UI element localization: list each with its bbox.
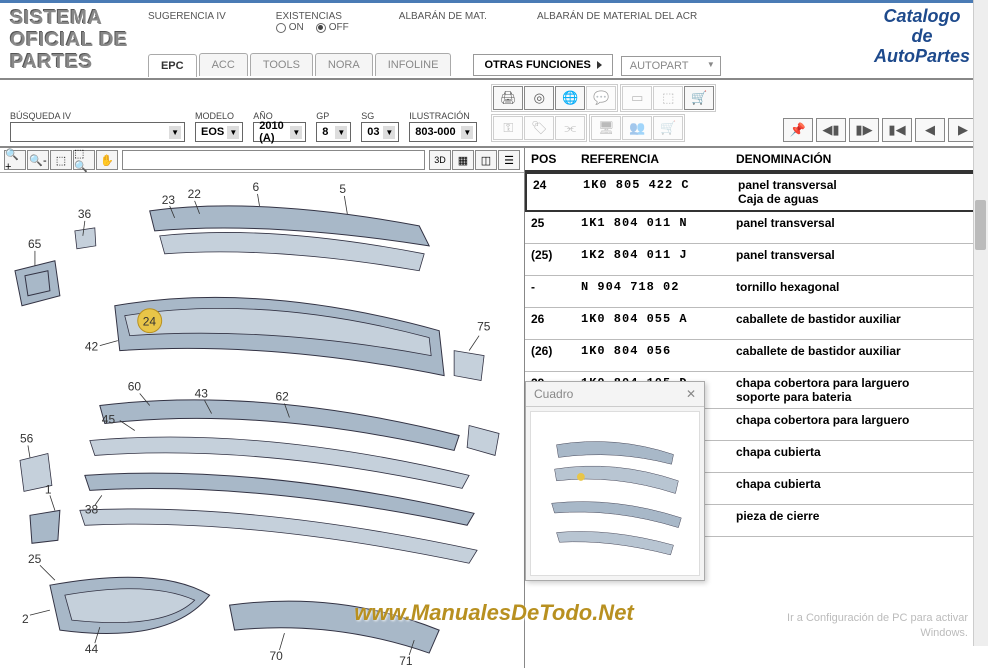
table-row[interactable]: (25)1K2 804 011 Jpanel transversal	[525, 244, 988, 276]
svg-text:71: 71	[399, 654, 413, 668]
ilustracion-label: ILUSTRACIÓN	[409, 111, 477, 121]
monitor-icon: 🖥	[591, 116, 621, 140]
cuadro-thumbnail[interactable]	[530, 411, 700, 576]
tab-acc[interactable]: ACC	[199, 53, 248, 76]
modelo-select[interactable]: EOS	[195, 122, 243, 142]
cart2-icon: 🛒	[653, 116, 683, 140]
main-tabs: EPC ACC TOOLS NORA INFOLINE OTRAS FUNCIO…	[148, 53, 874, 76]
svg-text:22: 22	[188, 187, 202, 201]
windows-activation-notice: Ir a Configuración de PC para activar Wi…	[787, 611, 968, 640]
autopart-dropdown[interactable]: AUTOPART	[621, 56, 721, 76]
toolbar: 🖨 ◎ 🌐 💬 ▭ ⬚ 🛒 ⚿ 🏷 ⫘ 🖥 👥 🛒	[491, 84, 773, 142]
existencias-group: EXISTENCIAS ON OFF	[276, 11, 349, 33]
otras-funciones-button[interactable]: OTRAS FUNCIONES	[473, 54, 612, 76]
svg-text:43: 43	[195, 387, 209, 401]
table-row[interactable]: (26)1K0 804 056caballete de bastidor aux…	[525, 340, 988, 372]
svg-text:23: 23	[162, 193, 176, 207]
albaran-mat-label: ALBARÁN DE MAT.	[399, 11, 487, 33]
svg-text:44: 44	[85, 642, 99, 656]
callout-24: 24	[143, 315, 157, 329]
pin-icon[interactable]: 📌	[783, 118, 813, 142]
col-pos-header: POS	[531, 152, 581, 166]
col-den-header: DENOMINACIÓN	[736, 152, 982, 166]
diagram-panel: 🔍+ 🔍- ⬚ ⬚🔍 ✋ 3D ▦ ◫ ☰ 24	[0, 148, 525, 668]
app-header: SISTEMA OFICIAL DE PARTES SUGERENCIA IV …	[0, 3, 988, 78]
albaran-acr-label: ALBARÁN DE MATERIAL DEL ACR	[537, 11, 697, 33]
busqueda-label: BÚSQUEDA IV	[10, 111, 185, 121]
chat-icon: 💬	[586, 86, 616, 110]
scroll-thumb[interactable]	[975, 200, 986, 250]
diagram-search[interactable]	[122, 150, 425, 170]
modelo-label: MODELO	[195, 111, 243, 121]
col-ref-header: REFERENCIA	[581, 152, 736, 166]
tab-nora[interactable]: NORA	[315, 53, 373, 76]
svg-text:6: 6	[253, 180, 260, 194]
wheel-icon[interactable]: ◎	[524, 86, 554, 110]
split-icon[interactable]: ◫	[475, 150, 497, 170]
svg-text:75: 75	[477, 320, 491, 334]
gp-select[interactable]: 8	[316, 122, 351, 142]
svg-text:36: 36	[78, 207, 92, 221]
scrollbar[interactable]	[973, 0, 988, 646]
sugerencia-label: SUGERENCIA IV	[148, 11, 226, 33]
table-row[interactable]: -N 904 718 02tornillo hexagonal	[525, 276, 988, 308]
depot-icon: ⬚	[653, 86, 683, 110]
tag-icon: 🏷	[524, 116, 554, 140]
table-row[interactable]: 251K1 804 011 Npanel transversal	[525, 212, 988, 244]
svg-text:65: 65	[28, 237, 42, 251]
tab-infoline[interactable]: INFOLINE	[375, 53, 452, 76]
zoom-in-icon[interactable]: 🔍+	[4, 150, 26, 170]
svg-text:42: 42	[85, 340, 99, 354]
filter-bar: BÚSQUEDA IV MODELO EOS AÑO 2010 (A) GP 8…	[0, 80, 988, 146]
svg-text:5: 5	[339, 182, 346, 196]
tab-epc[interactable]: EPC	[148, 54, 197, 77]
key-icon: ⚿	[493, 116, 523, 140]
ano-select[interactable]: 2010 (A)	[253, 122, 306, 142]
svg-text:2: 2	[22, 612, 29, 626]
zoom-region-icon[interactable]: ⬚🔍	[73, 150, 95, 170]
3d-button[interactable]: 3D	[429, 150, 451, 170]
zoom-out-icon[interactable]: 🔍-	[27, 150, 49, 170]
cart-icon[interactable]: 🛒	[684, 86, 714, 110]
svg-text:62: 62	[275, 390, 289, 404]
cuadro-title: Cuadro	[534, 387, 573, 401]
table-row[interactable]: 241K0 805 422 Cpanel transversalCaja de …	[525, 172, 988, 212]
cuadro-popup[interactable]: Cuadro ✕	[525, 381, 705, 581]
zoom-fit-icon[interactable]: ⬚	[50, 150, 72, 170]
grid-icon[interactable]: ▦	[452, 150, 474, 170]
svg-text:25: 25	[28, 552, 42, 566]
svg-text:60: 60	[128, 380, 142, 394]
tab-tools[interactable]: TOOLS	[250, 53, 313, 76]
table-row[interactable]: 261K0 804 055 Acaballete de bastidor aux…	[525, 308, 988, 340]
busqueda-select[interactable]	[10, 122, 185, 142]
svg-text:56: 56	[20, 431, 34, 445]
next-page-icon[interactable]: ▮▶	[849, 118, 879, 142]
hand-icon[interactable]: ✋	[96, 150, 118, 170]
brand-title-right: Catalogo de AutoPartes	[874, 7, 978, 66]
list-icon[interactable]: ☰	[498, 150, 520, 170]
svg-text:70: 70	[269, 649, 283, 663]
elsa-icon: ▭	[622, 86, 652, 110]
sg-label: SG	[361, 111, 399, 121]
table-header: POS REFERENCIA DENOMINACIÓN	[525, 148, 988, 172]
radio-on[interactable]: ON	[276, 22, 304, 33]
sg-select[interactable]: 03	[361, 122, 399, 142]
users-icon: 👥	[622, 116, 652, 140]
print-icon[interactable]: 🖨	[493, 86, 523, 110]
cuadro-close-icon[interactable]: ✕	[686, 387, 696, 401]
radio-off[interactable]: OFF	[316, 22, 349, 33]
svg-text:45: 45	[102, 412, 116, 426]
globe-icon[interactable]: 🌐	[555, 86, 585, 110]
svg-text:1: 1	[45, 482, 52, 496]
exploded-diagram[interactable]: 24	[0, 173, 524, 668]
prev-icon[interactable]: ◀	[915, 118, 945, 142]
brand-title-left: SISTEMA OFICIAL DE PARTES	[10, 7, 128, 73]
prev-page-icon[interactable]: ◀▮	[816, 118, 846, 142]
gp-label: GP	[316, 111, 351, 121]
ilustracion-select[interactable]: 803-000	[409, 122, 477, 142]
svg-text:38: 38	[85, 502, 99, 516]
first-icon[interactable]: ▮◀	[882, 118, 912, 142]
link-icon: ⫘	[555, 116, 585, 140]
